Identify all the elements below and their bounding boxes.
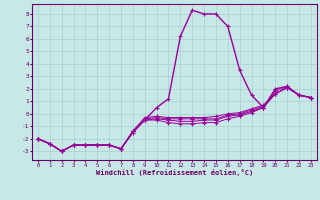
X-axis label: Windchill (Refroidissement éolien,°C): Windchill (Refroidissement éolien,°C)	[96, 169, 253, 176]
